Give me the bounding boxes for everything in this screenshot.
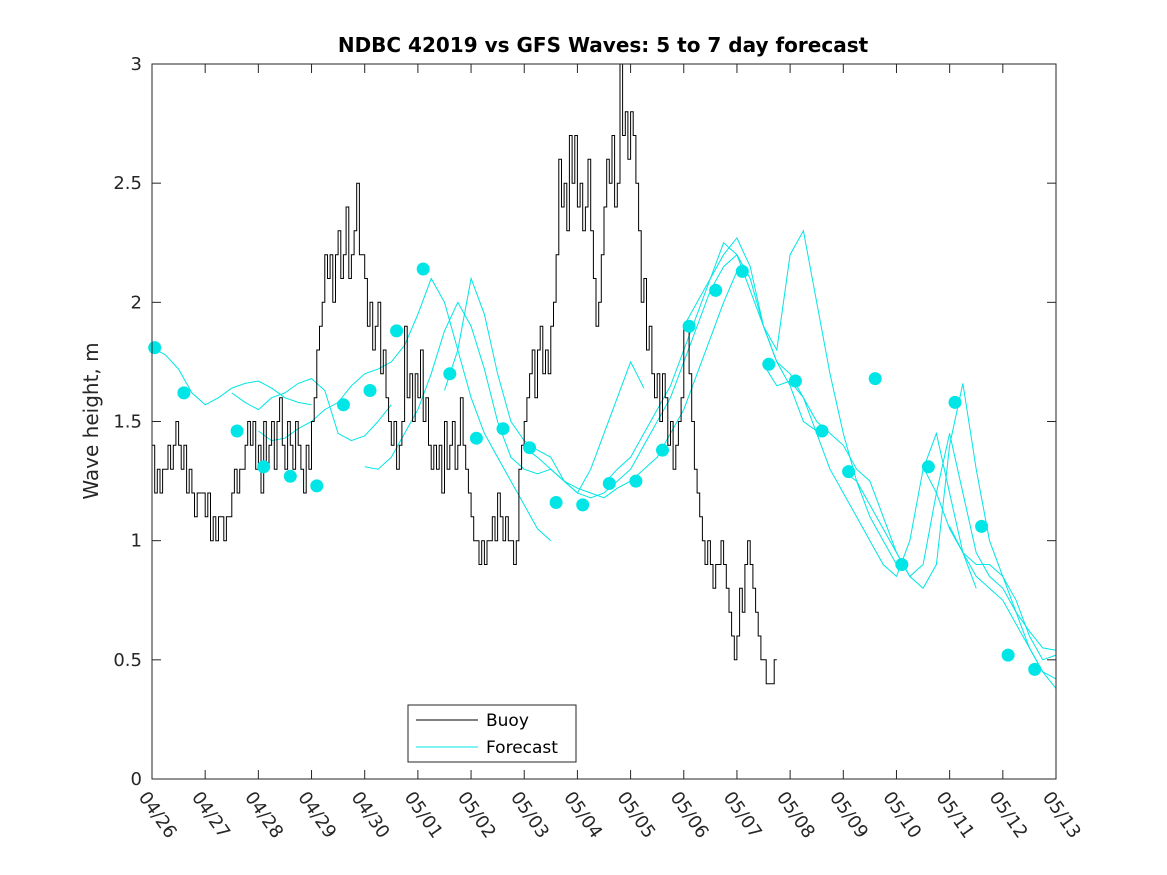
x-tick-label: 05/05 <box>613 788 660 843</box>
x-tick-label: 04/27 <box>187 788 234 843</box>
forecast-marker <box>948 395 962 409</box>
forecast-marker <box>310 479 324 493</box>
x-tick-label: 05/02 <box>453 788 500 843</box>
x-tick-label: 05/11 <box>932 788 979 843</box>
forecast-marker <box>257 460 271 474</box>
forecast-line-12 <box>949 526 1057 680</box>
forecast-marker <box>576 498 590 512</box>
x-tick-label: 05/03 <box>506 788 553 843</box>
forecast-marker <box>602 477 616 490</box>
forecast-marker <box>390 324 404 338</box>
forecast-marker <box>469 431 483 445</box>
y-tick-label: 0.5 <box>113 650 142 671</box>
forecast-marker <box>283 469 297 483</box>
forecast-marker <box>363 384 377 397</box>
forecast-marker <box>895 558 909 571</box>
y-tick-label: 0 <box>131 769 142 790</box>
legend: Buoy Forecast <box>407 704 577 763</box>
y-tick-label: 3 <box>131 54 142 75</box>
forecast-marker <box>815 424 829 438</box>
forecast-line-8 <box>683 237 977 589</box>
forecast-marker <box>975 519 989 533</box>
forecast-line-10 <box>843 433 1057 689</box>
forecast-line-4 <box>364 301 645 494</box>
forecast-line-7 <box>603 229 897 565</box>
x-tick-label: 05/12 <box>985 788 1032 843</box>
forecast-marker <box>416 262 430 276</box>
x-tick-label: 04/29 <box>293 788 340 843</box>
forecast-marker <box>496 422 510 436</box>
chart-title: NDBC 42019 vs GFS Waves: 5 to 7 day fore… <box>338 33 869 57</box>
forecast-marker <box>1028 662 1042 676</box>
y-axis: 0 0.5 1 1.5 2 2.5 3 <box>113 54 1056 790</box>
forecast-marker <box>868 372 882 386</box>
x-tick-label: 04/30 <box>347 788 394 843</box>
x-tick-label: 04/28 <box>240 788 287 843</box>
forecast-line-1 <box>151 347 312 406</box>
x-tick-label: 05/04 <box>559 788 606 843</box>
y-tick-label: 2 <box>131 292 142 313</box>
forecast-marker <box>762 357 776 371</box>
forecast-line-5 <box>444 271 738 499</box>
forecast-marker <box>682 319 696 333</box>
forecast-marker <box>735 264 749 278</box>
x-tick-label: 05/08 <box>772 788 819 843</box>
forecast-marker <box>656 443 669 457</box>
legend-buoy-label: Buoy <box>486 711 529 731</box>
y-tick-label: 2.5 <box>113 173 142 194</box>
x-tick-label: 05/13 <box>1038 788 1085 843</box>
forecast-marker <box>1001 648 1015 662</box>
x-tick-label: 05/09 <box>825 788 872 843</box>
x-tick-label: 05/06 <box>666 788 713 843</box>
forecast-marker <box>523 441 537 455</box>
forecast-marker <box>336 398 350 412</box>
forecast-line-11 <box>922 466 1057 661</box>
forecast-marker <box>443 367 457 381</box>
buoy-line <box>152 63 777 685</box>
forecast-marker <box>230 424 244 438</box>
forecast-marker <box>177 386 191 400</box>
x-tick-label: 05/10 <box>878 788 925 843</box>
forecast-marker <box>921 460 935 474</box>
forecast-marker <box>148 341 162 355</box>
legend-forecast-label: Forecast <box>486 738 558 758</box>
forecast-line-2 <box>231 378 392 442</box>
x-tick-label: 04/26 <box>134 788 181 843</box>
y-tick-label: 1 <box>131 531 142 552</box>
forecast-marker <box>549 496 563 509</box>
legend-box <box>407 704 577 763</box>
x-tick-label: 05/01 <box>400 788 447 843</box>
y-tick-label: 1.5 <box>113 412 142 433</box>
forecast-marker <box>629 474 643 488</box>
forecast-line-6 <box>523 253 817 499</box>
forecast-marker <box>842 465 856 479</box>
plot-area <box>148 63 1057 689</box>
forecast-marker <box>788 374 802 388</box>
x-tick-label: 05/07 <box>719 788 766 843</box>
forecast-marker <box>709 283 723 297</box>
y-axis-label: Wave height, m <box>79 342 103 499</box>
